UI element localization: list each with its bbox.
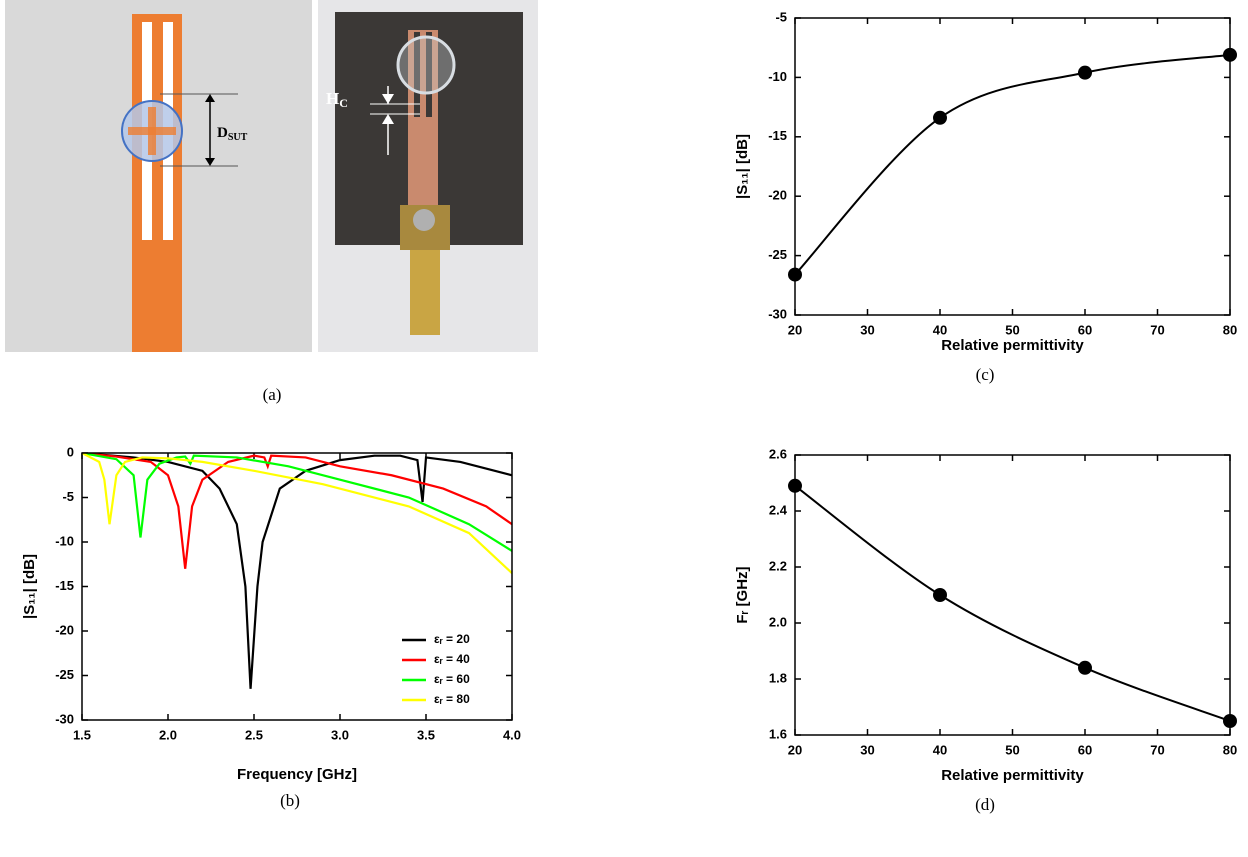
y-tick-label: 2.0: [769, 614, 787, 629]
d-sut-label: DSUT: [217, 125, 248, 143]
y-tick-label: -10: [55, 533, 74, 548]
design-diagram: DSUT: [5, 0, 312, 352]
legend-label: εᵣ = 20: [434, 632, 470, 646]
series-line: [82, 453, 512, 569]
x-tick-label: 40: [933, 742, 947, 757]
plot-frame: [794, 17, 1231, 316]
slot: [426, 32, 432, 117]
chart-panel: 20 30 40 50 60 70 80 -30 -25 -20 -15 -10 -5 Relative …: [734, 9, 1237, 383]
label-main: H: [326, 89, 339, 108]
x-tick-label: 3.0: [331, 727, 349, 742]
sma-thread: [410, 250, 440, 335]
chart-panel: 20 30 40 50 60 70 80 1.6 1.8 2.0 2.2 2.4 2.6 Relative…: [734, 446, 1237, 813]
data-point: [1078, 660, 1092, 675]
legend-label: εᵣ = 80: [434, 692, 470, 706]
sut-tube: [396, 35, 456, 95]
y-tick-label: -15: [55, 578, 74, 593]
y-tick-label: -15: [768, 128, 787, 143]
y-tick-label: 2.4: [769, 502, 788, 517]
series-line: [82, 453, 512, 574]
x-tick-label: 80: [1223, 322, 1237, 337]
y-tick-label: -20: [55, 622, 74, 637]
x-tick-label: 40: [933, 322, 947, 337]
caption: (c): [976, 365, 995, 384]
copper-strip: [408, 30, 438, 220]
x-tick-label: 20: [788, 322, 802, 337]
x-tick-label: 30: [860, 322, 874, 337]
y-axis-label: |S₁₁| [dB]: [21, 554, 38, 619]
legend-label: εᵣ = 60: [434, 672, 470, 686]
fabricated-photo: HC: [318, 0, 538, 352]
y-axis-label: |S₁₁| [dB]: [734, 134, 751, 199]
caption: (d): [975, 795, 995, 814]
x-tick-label: 60: [1078, 322, 1092, 337]
caption: (b): [280, 791, 300, 810]
x-axis-label: Relative permittivity: [941, 337, 1084, 354]
y-tick-label: -20: [768, 188, 787, 203]
y-tick-label: -25: [55, 667, 74, 682]
x-tick-label: 70: [1150, 322, 1164, 337]
y-tick-label: -5: [775, 9, 787, 24]
label-main: D: [217, 125, 228, 141]
x-tick-label: 80: [1223, 742, 1237, 757]
x-tick-label: 50: [1005, 742, 1019, 757]
cross: [148, 107, 156, 155]
x-tick-label: 60: [1078, 742, 1092, 757]
x-tick-label: 3.5: [417, 727, 435, 742]
arrow-heads: [205, 94, 215, 166]
series-line: [82, 453, 512, 552]
y-tick-label: 1.8: [769, 670, 787, 685]
solder: [413, 209, 435, 231]
y-tick-label: 1.6: [769, 726, 787, 741]
data-point: [933, 588, 947, 602]
x-tick-label: 1.5: [73, 727, 91, 742]
x-tick-label: 30: [860, 742, 874, 757]
x-axis-label: Relative permittivity: [941, 767, 1084, 784]
label-sub: C: [339, 96, 348, 110]
x-axis-label: Frequency [GHz]: [237, 766, 357, 783]
caption: (a): [263, 385, 282, 404]
x-tick-label: 70: [1150, 742, 1164, 757]
fit-curve: [794, 53, 1231, 276]
y-tick-label: 2.6: [769, 446, 787, 461]
y-axis-label: Fᵣ [GHz]: [734, 566, 751, 623]
chart-panel: 1.5 2.0 2.5 3.0 3.5 4.0 0 -5 -10 -15 -20 -25 -30 Freq…: [21, 444, 521, 809]
x-tick-label: 50: [1005, 322, 1019, 337]
fit-curve: [794, 485, 1231, 722]
y-tick-label: -10: [768, 69, 787, 84]
y-tick-label: -30: [768, 306, 787, 321]
y-tick-label: 0: [67, 444, 74, 459]
arrow-heads: [382, 94, 394, 124]
legend-label: εᵣ = 40: [434, 652, 470, 666]
data-point: [933, 110, 947, 125]
x-tick-label: 4.0: [503, 727, 521, 742]
h-c-label: HC: [326, 89, 348, 110]
x-tick-label: 2.0: [159, 727, 177, 742]
plot-frame: [81, 452, 513, 721]
label-sub: SUT: [228, 132, 248, 143]
x-tick-label: 20: [788, 742, 802, 757]
x-tick-label: 2.5: [245, 727, 263, 742]
data-point: [1078, 65, 1092, 80]
slot: [414, 32, 420, 117]
y-tick-label: -25: [768, 247, 787, 262]
y-tick-label: -30: [55, 711, 74, 726]
plot-frame: [794, 454, 1231, 736]
y-tick-label: 2.2: [769, 558, 787, 573]
y-tick-label: -5: [62, 489, 74, 504]
feed-strip: [132, 14, 182, 352]
